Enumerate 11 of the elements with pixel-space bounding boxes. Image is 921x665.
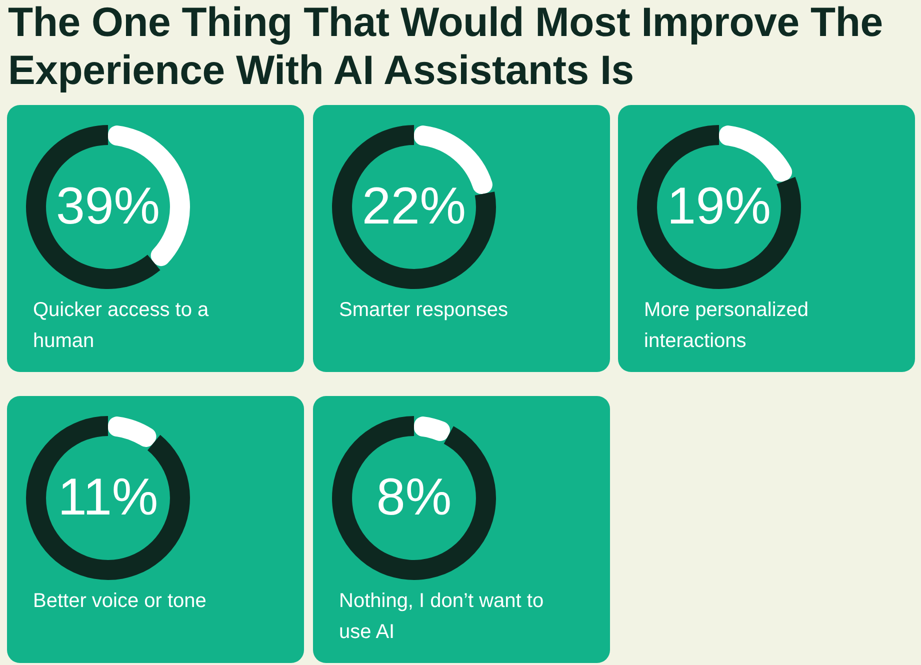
data-label: 11% — [58, 468, 158, 526]
data-label: 22% — [362, 177, 466, 236]
text: Smarter responses — [339, 298, 509, 323]
text: The One Thing That Would Most Improve The Experience With AI Assistants Is — [8, 0, 884, 94]
data-label: 39% — [56, 177, 160, 236]
text: Better voice or tone — [33, 589, 208, 614]
text: Quicker access to a human — [33, 298, 210, 354]
text: More personalized interactions — [644, 298, 810, 354]
data-label: 19% — [666, 177, 772, 236]
data-label: 8% — [376, 468, 452, 526]
text: Nothing, I don’t want to use AI — [339, 589, 545, 645]
